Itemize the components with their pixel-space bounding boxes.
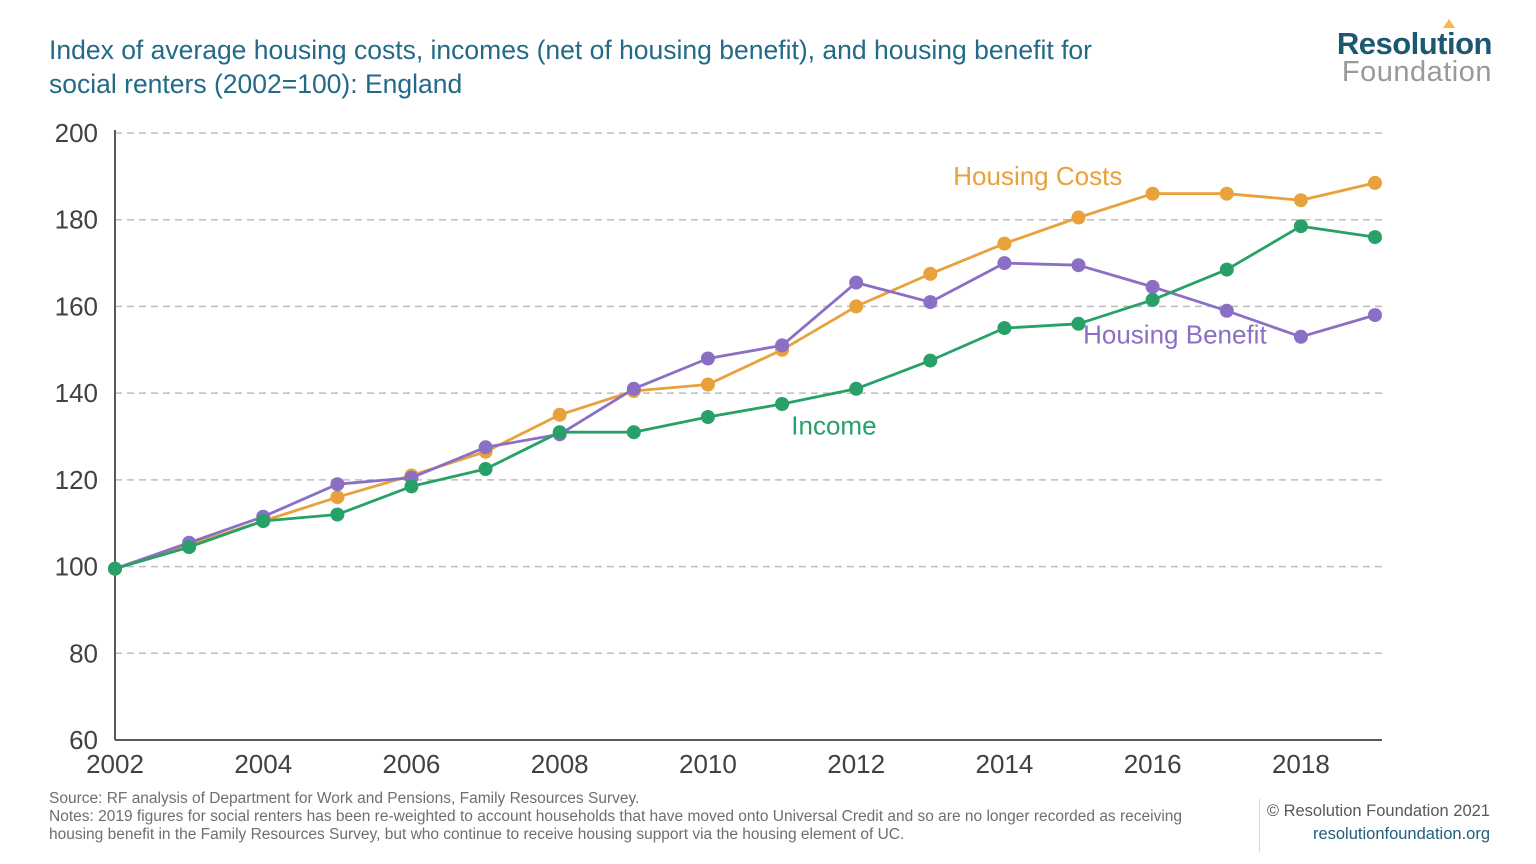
logo-word-foundation: Foundation <box>1341 56 1492 88</box>
point-income <box>849 381 864 396</box>
footer-branding: © Resolution Foundation 2021 resolutionf… <box>1267 802 1490 844</box>
y-tick-label: 80 <box>69 638 98 668</box>
point-income <box>108 561 122 576</box>
page-title: Index of average housing costs, incomes … <box>49 34 1359 101</box>
point-income <box>1071 316 1086 331</box>
line-housing-benefit <box>113 261 1377 571</box>
x-tick-label: 2012 <box>827 749 885 779</box>
point-housing-benefit <box>700 351 715 366</box>
y-tick-label: 120 <box>55 465 98 495</box>
point-income <box>1219 262 1234 277</box>
x-tick-label: 2016 <box>1124 749 1182 779</box>
point-income <box>552 425 567 440</box>
point-housing-costs <box>1293 193 1308 208</box>
y-tick-label: 100 <box>55 552 98 582</box>
line-housing-costs <box>113 181 1377 571</box>
notes-text: Notes: 2019 figures for social renters h… <box>49 808 1183 844</box>
point-housing-benefit <box>997 256 1012 271</box>
point-housing-costs <box>1071 210 1086 225</box>
page-title-line1: Index of average housing costs, incomes … <box>49 35 1092 65</box>
source-text: Source: RF analysis of Department for Wo… <box>49 790 640 807</box>
logo-word-resolution-text: Resolution <box>1336 26 1493 61</box>
resolution-foundation-logo: Resolution Foundation <box>1336 19 1493 89</box>
point-housing-benefit <box>1071 258 1086 273</box>
point-income <box>330 507 345 522</box>
point-housing-benefit <box>1368 308 1382 323</box>
point-housing-benefit <box>1293 329 1308 344</box>
point-income <box>256 514 271 528</box>
series-label-housing-benefit: Housing Benefit <box>1083 319 1267 349</box>
point-housing-costs <box>1368 175 1382 190</box>
point-income <box>997 321 1012 336</box>
series-label-housing-costs: Housing Costs <box>953 161 1122 191</box>
footer-source-notes: Source: RF analysis of Department for Wo… <box>49 790 1234 844</box>
line-income <box>113 224 1377 571</box>
point-income <box>775 397 790 411</box>
page-title-line2: social renters (2002=100): England <box>49 68 463 99</box>
x-tick-label: 2010 <box>679 749 737 779</box>
y-tick-label: 180 <box>55 205 98 235</box>
point-income <box>404 479 419 494</box>
footer-divider <box>1259 799 1260 852</box>
point-income <box>923 353 938 368</box>
y-tick-label: 60 <box>69 725 98 755</box>
point-housing-costs <box>849 299 864 314</box>
y-tick-label: 160 <box>55 291 98 321</box>
point-income <box>182 540 197 555</box>
point-income <box>700 410 715 424</box>
point-housing-costs <box>1145 186 1160 201</box>
x-tick-label: 2018 <box>1272 749 1330 779</box>
point-housing-costs <box>1219 186 1234 201</box>
point-housing-costs <box>700 377 715 392</box>
point-housing-benefit <box>923 295 938 310</box>
point-housing-benefit <box>1219 303 1234 318</box>
point-income <box>1368 230 1382 245</box>
point-housing-costs <box>923 266 938 281</box>
x-tick-label: 2002 <box>86 749 144 779</box>
logo-word-resolution: Resolution <box>1336 19 1493 62</box>
point-housing-costs <box>997 236 1012 251</box>
series-label-income: Income <box>791 410 876 440</box>
point-housing-costs <box>330 490 345 505</box>
logo-caret-icon <box>1443 19 1455 28</box>
x-tick-label: 2006 <box>383 749 441 779</box>
point-housing-costs <box>552 407 567 422</box>
x-tick-label: 2014 <box>975 749 1033 779</box>
website-text: resolutionfoundation.org <box>1312 825 1490 843</box>
x-tick-label: 2004 <box>234 749 292 779</box>
point-income <box>626 425 641 440</box>
point-housing-benefit <box>849 275 864 290</box>
x-tick-label: 2008 <box>531 749 589 779</box>
point-housing-benefit <box>330 477 345 492</box>
y-tick-label: 140 <box>55 378 98 408</box>
point-housing-benefit <box>775 338 790 353</box>
point-housing-benefit <box>1145 279 1160 294</box>
point-income <box>478 462 493 476</box>
point-income <box>1145 292 1160 307</box>
point-housing-benefit <box>478 440 493 455</box>
y-tick-label: 200 <box>55 118 98 148</box>
point-housing-benefit <box>626 381 641 396</box>
copyright-text: © Resolution Foundation 2021 <box>1266 802 1490 820</box>
point-income <box>1293 219 1308 234</box>
